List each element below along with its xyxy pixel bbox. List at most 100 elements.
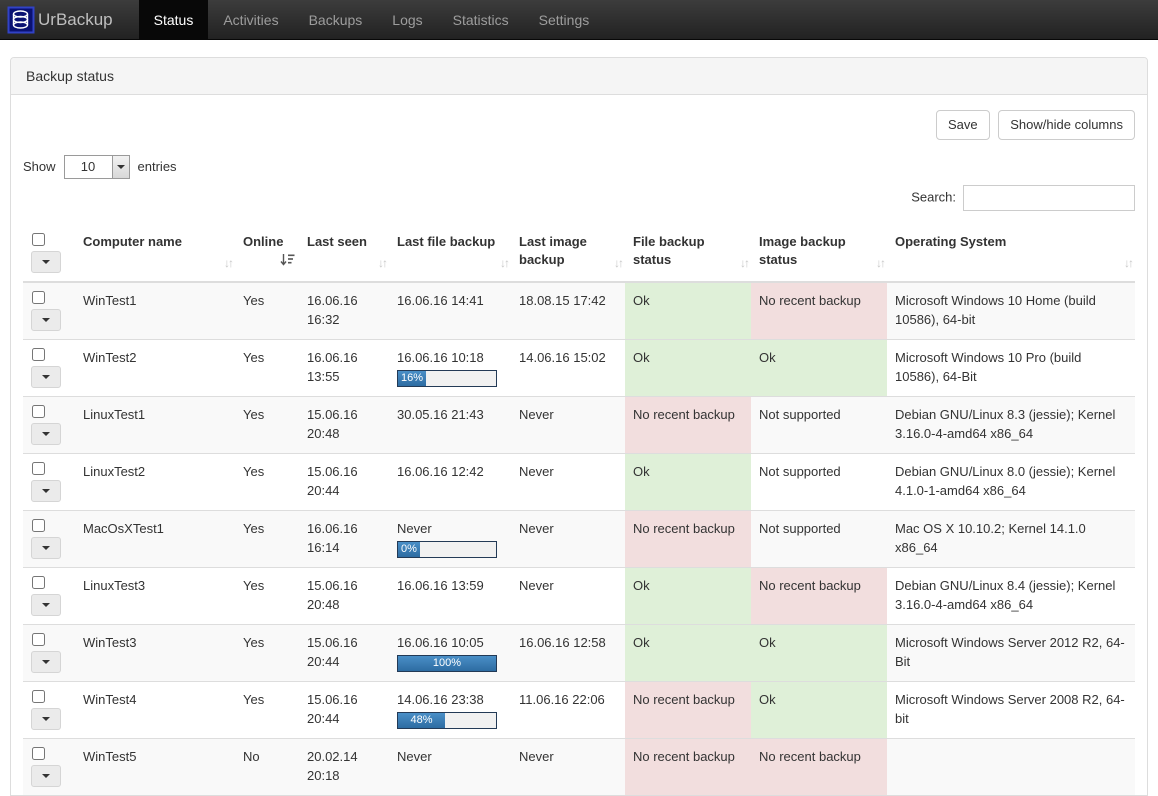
nav-list-item: Statistics <box>438 0 524 39</box>
column-header-computer_name[interactable]: Computer name ↓↑ <box>75 224 235 283</box>
row-select-checkbox[interactable] <box>32 746 45 760</box>
operating-system-cell: Debian GNU/Linux 8.3 (jessie); Kernel 3.… <box>887 395 1135 454</box>
progress-fill: 0% <box>398 542 420 558</box>
header-menu-button[interactable] <box>31 250 61 273</box>
row-select-cell <box>23 623 75 682</box>
nav-item-statistics[interactable]: Statistics <box>452 12 509 28</box>
computer-name-cell: WinTest4 <box>75 680 235 739</box>
file-backup-status-cell: No recent backup <box>625 395 751 454</box>
file-backup-progress-bar: 48% <box>397 712 497 730</box>
last-image-backup-cell: Never <box>511 509 625 568</box>
computer-name-cell: WinTest3 <box>75 623 235 682</box>
column-header-select <box>23 224 75 283</box>
row-menu-button[interactable] <box>31 308 61 331</box>
row-select-checkbox[interactable] <box>32 290 45 304</box>
nav-item-settings[interactable]: Settings <box>538 12 590 28</box>
column-header-last_file_backup[interactable]: Last file backup ↓↑ <box>389 224 511 283</box>
header-select-checkbox[interactable] <box>32 232 45 246</box>
last-seen-cell: 16.06.16 16:32 <box>299 281 389 340</box>
navbar-menu: Status Activities Backups Logs Statistics Set… <box>121 0 605 40</box>
progress-fill: 48% <box>398 713 446 729</box>
brand-label: UrBackup <box>38 9 113 29</box>
column-header-operating_system[interactable]: Operating System ↓↑ <box>887 224 1135 283</box>
table-row: MacOsXTest1 Yes 16.06.16 16:14 Never 0% Never… <box>23 509 1135 568</box>
column-header-last_image_backup[interactable]: Last image backup ↓↑ <box>511 224 625 283</box>
sort-both-icon: ↓↑ <box>1124 255 1134 270</box>
caret-down-icon <box>42 374 50 379</box>
row-menu-button[interactable] <box>31 707 61 730</box>
last-seen-cell: 15.06.16 20:44 <box>299 452 389 511</box>
row-menu-button[interactable] <box>31 764 61 787</box>
sort-both-icon: ↓↑ <box>740 255 750 270</box>
last-file-backup-cell: Never <box>389 737 511 795</box>
row-select-checkbox[interactable] <box>32 347 45 361</box>
online-cell: Yes <box>235 281 299 340</box>
row-select-cell <box>23 509 75 568</box>
progress-fill: 100% <box>398 656 496 672</box>
row-menu-button[interactable] <box>31 536 61 559</box>
nav-item-activities[interactable]: Activities <box>223 12 279 28</box>
row-select-checkbox[interactable] <box>32 689 45 703</box>
panel-title: Backup status <box>11 58 1147 95</box>
computer-name-cell: LinuxTest1 <box>75 395 235 454</box>
computer-name-cell: LinuxTest3 <box>75 566 235 625</box>
show-hide-columns-button[interactable]: Show/hide columns <box>998 110 1135 140</box>
last-image-backup-cell: 16.06.16 12:58 <box>511 623 625 682</box>
row-select-checkbox[interactable] <box>32 518 45 532</box>
show-label: Show <box>23 159 56 175</box>
image-backup-status-cell: Not supported <box>751 452 887 511</box>
caret-down-icon <box>42 488 50 493</box>
online-cell: Yes <box>235 395 299 454</box>
column-header-file_backup_status[interactable]: File backup status ↓↑ <box>625 224 751 283</box>
entries-select[interactable]: 10 <box>63 154 130 179</box>
last-image-backup-cell: 18.08.15 17:42 <box>511 281 625 340</box>
online-cell: Yes <box>235 623 299 682</box>
computer-name-cell: WinTest2 <box>75 338 235 397</box>
row-select-checkbox[interactable] <box>32 404 45 418</box>
last-file-backup-cell: 16.06.16 10:05 100% <box>389 623 511 682</box>
file-backup-status-cell: Ok <box>625 623 751 682</box>
last-file-backup-date: Never <box>397 748 432 764</box>
operating-system-cell: Microsoft Windows Server 2012 R2, 64-Bit <box>887 623 1135 682</box>
last-file-backup-cell: 16.06.16 10:18 16% <box>389 338 511 397</box>
search-input[interactable] <box>963 184 1135 211</box>
nav-item-status[interactable]: Status <box>138 0 209 40</box>
save-button[interactable]: Save <box>936 110 990 140</box>
table-header-row: Computer name ↓↑ Online Last seen ↓↑ Last fil… <box>23 224 1135 283</box>
column-header-online[interactable]: Online <box>235 224 299 283</box>
urbackup-logo-icon <box>7 6 35 34</box>
column-label: Computer name <box>83 233 182 249</box>
last-seen-cell: 15.06.16 20:48 <box>299 395 389 454</box>
column-label: Operating System <box>895 233 1007 249</box>
row-menu-button[interactable] <box>31 365 61 388</box>
nav-item-backups[interactable]: Backups <box>308 12 363 28</box>
row-select-cell <box>23 338 75 397</box>
row-menu-button[interactable] <box>31 479 61 502</box>
computer-name-cell: LinuxTest2 <box>75 452 235 511</box>
last-seen-cell: 15.06.16 20:44 <box>299 680 389 739</box>
computer-name-cell: MacOsXTest1 <box>75 509 235 568</box>
caret-down-icon <box>42 259 50 264</box>
row-select-cell <box>23 395 75 454</box>
toolbar: Save Show/hide columns <box>23 110 1135 140</box>
last-file-backup-date: 16.06.16 12:42 <box>397 463 484 479</box>
entries-select-button[interactable] <box>111 155 129 178</box>
file-backup-status-cell: Ok <box>625 452 751 511</box>
row-menu-button[interactable] <box>31 593 61 616</box>
caret-down-icon <box>42 545 50 550</box>
sort-both-icon: ↓↑ <box>876 255 886 270</box>
column-header-image_backup_status[interactable]: Image backup status ↓↑ <box>751 224 887 283</box>
row-select-checkbox[interactable] <box>32 632 45 646</box>
last-file-backup-cell: 16.06.16 13:59 <box>389 566 511 625</box>
nav-item-logs[interactable]: Logs <box>392 12 423 28</box>
row-menu-button[interactable] <box>31 422 61 445</box>
row-select-checkbox[interactable] <box>32 461 45 475</box>
row-select-checkbox[interactable] <box>32 575 45 589</box>
sort-both-icon: ↓↑ <box>378 255 388 270</box>
row-menu-button[interactable] <box>31 650 61 673</box>
brand[interactable]: UrBackup <box>0 0 121 39</box>
nav-list-item: Backups <box>294 0 378 39</box>
sort-both-icon: ↓↑ <box>500 255 510 270</box>
last-image-backup-cell: 11.06.16 22:06 <box>511 680 625 739</box>
column-header-last_seen[interactable]: Last seen ↓↑ <box>299 224 389 283</box>
